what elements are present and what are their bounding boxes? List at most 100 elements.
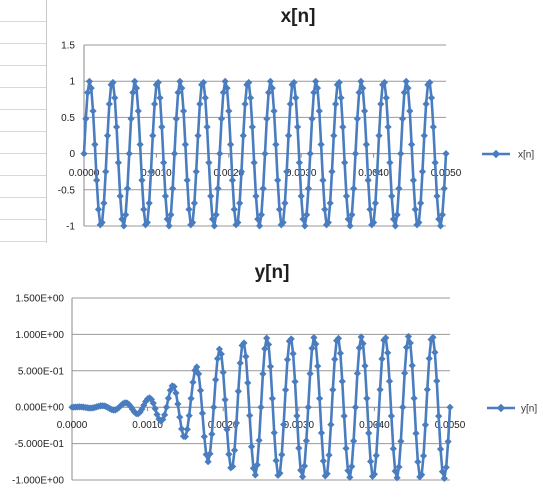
- data-point-marker: [291, 377, 299, 386]
- data-point-marker: [154, 78, 162, 87]
- data-point-marker: [219, 368, 227, 376]
- data-point-marker: [435, 215, 443, 223]
- data-point-marker: [278, 451, 286, 459]
- data-point-marker: [122, 211, 130, 219]
- data-point-marker: [288, 81, 296, 89]
- data-point-marker: [263, 334, 271, 342]
- data-point-marker: [227, 140, 235, 149]
- data-point-marker: [404, 84, 412, 92]
- data-point-marker: [85, 77, 94, 85]
- data-point-marker: [176, 413, 184, 421]
- data-point-marker: [228, 176, 237, 184]
- data-point-marker: [335, 78, 343, 87]
- data-point-marker: [131, 77, 139, 85]
- data-point-marker: [115, 403, 123, 411]
- data-point-marker: [84, 88, 92, 97]
- data-point-marker: [290, 78, 298, 87]
- data-point-marker: [196, 386, 205, 395]
- chart-title: x[n]: [281, 6, 316, 27]
- data-point-marker: [370, 470, 378, 478]
- data-point-marker: [212, 376, 220, 384]
- data-point-marker: [150, 100, 159, 108]
- data-point-marker: [163, 215, 171, 223]
- data-point-marker: [100, 199, 108, 207]
- data-point-marker: [350, 437, 358, 445]
- data-point-marker: [268, 84, 276, 92]
- data-point-marker: [373, 168, 381, 176]
- legend-label: x[n]: [518, 150, 534, 161]
- data-point-marker: [123, 184, 132, 193]
- data-point-marker: [426, 78, 434, 87]
- x-tick-label: 0.0030: [286, 168, 317, 179]
- data-point-marker: [134, 107, 142, 115]
- data-point-marker: [239, 131, 247, 140]
- data-point-marker: [172, 115, 180, 123]
- data-point-marker: [440, 474, 448, 482]
- data-point-marker: [270, 107, 278, 115]
- data-point-marker: [172, 389, 180, 397]
- data-point-marker: [241, 100, 249, 108]
- data-point-marker: [87, 84, 95, 92]
- data-point-marker: [431, 348, 439, 356]
- data-point-marker: [395, 463, 403, 471]
- data-point-marker: [280, 420, 288, 429]
- data-point-marker: [412, 429, 420, 437]
- data-point-marker: [308, 344, 316, 352]
- y-tick-label: -1: [66, 222, 75, 233]
- y-tick-label: 0.5: [61, 113, 75, 124]
- data-point-marker: [185, 205, 193, 213]
- data-point-marker: [125, 150, 133, 158]
- data-point-marker: [438, 468, 447, 476]
- data-point-marker: [281, 199, 289, 207]
- data-point-marker: [167, 211, 175, 219]
- legend-label: y[n]: [521, 404, 537, 415]
- data-point-marker: [216, 150, 224, 158]
- data-point-marker: [295, 444, 303, 452]
- data-point-marker: [208, 430, 216, 438]
- data-point-marker: [251, 471, 259, 479]
- data-point-marker: [346, 473, 354, 481]
- data-point-marker: [421, 421, 430, 429]
- data-point-marker: [268, 394, 276, 403]
- data-point-marker: [261, 150, 269, 158]
- data-point-marker: [257, 403, 265, 411]
- data-point-marker: [109, 78, 117, 87]
- data-point-marker: [298, 473, 307, 481]
- y-tick-label: -0.5: [58, 185, 76, 196]
- data-point-marker: [436, 222, 445, 230]
- data-point-marker: [276, 469, 284, 477]
- data-point-marker: [266, 362, 275, 371]
- data-point-marker: [359, 339, 367, 348]
- x-tick-label: 0.0040: [359, 420, 390, 431]
- data-point-marker: [277, 221, 285, 229]
- data-point-marker: [234, 218, 242, 227]
- data-point-marker: [431, 159, 439, 167]
- chart-x-n: x[n] 1.5 1 0.5 0 -0.5 -1 0.0000 0.0010 0.0020 0.0…: [58, 6, 535, 233]
- data-point-marker: [419, 452, 428, 460]
- chart-y-n: y[n] 1.500E+00 1.000E+00 5.000E-01 0.000E+0…: [12, 262, 537, 487]
- data-point-marker: [411, 205, 419, 213]
- x-tick-label: 0.0000: [57, 420, 88, 431]
- data-point-marker: [80, 150, 88, 158]
- data-point-marker: [263, 115, 271, 123]
- data-point-marker: [190, 199, 199, 207]
- data-point-marker: [344, 215, 352, 223]
- data-point-marker: [360, 107, 369, 115]
- data-point-marker: [93, 176, 101, 184]
- data-point-marker: [94, 205, 103, 213]
- data-point-marker: [221, 77, 229, 85]
- data-point-marker: [214, 184, 222, 193]
- data-point-marker: [114, 159, 122, 167]
- data-point-marker: [420, 131, 428, 140]
- data-point-marker: [127, 115, 135, 123]
- data-point-marker: [210, 403, 218, 411]
- data-point-marker: [255, 222, 264, 230]
- data-point-marker: [208, 215, 217, 223]
- data-point-marker: [246, 94, 255, 102]
- data-point-marker: [340, 412, 348, 420]
- data-point-marker: [404, 332, 413, 341]
- data-point-marker: [422, 100, 430, 108]
- data-point-marker: [234, 387, 242, 395]
- data-point-marker: [433, 192, 441, 200]
- data-point-marker: [249, 464, 258, 472]
